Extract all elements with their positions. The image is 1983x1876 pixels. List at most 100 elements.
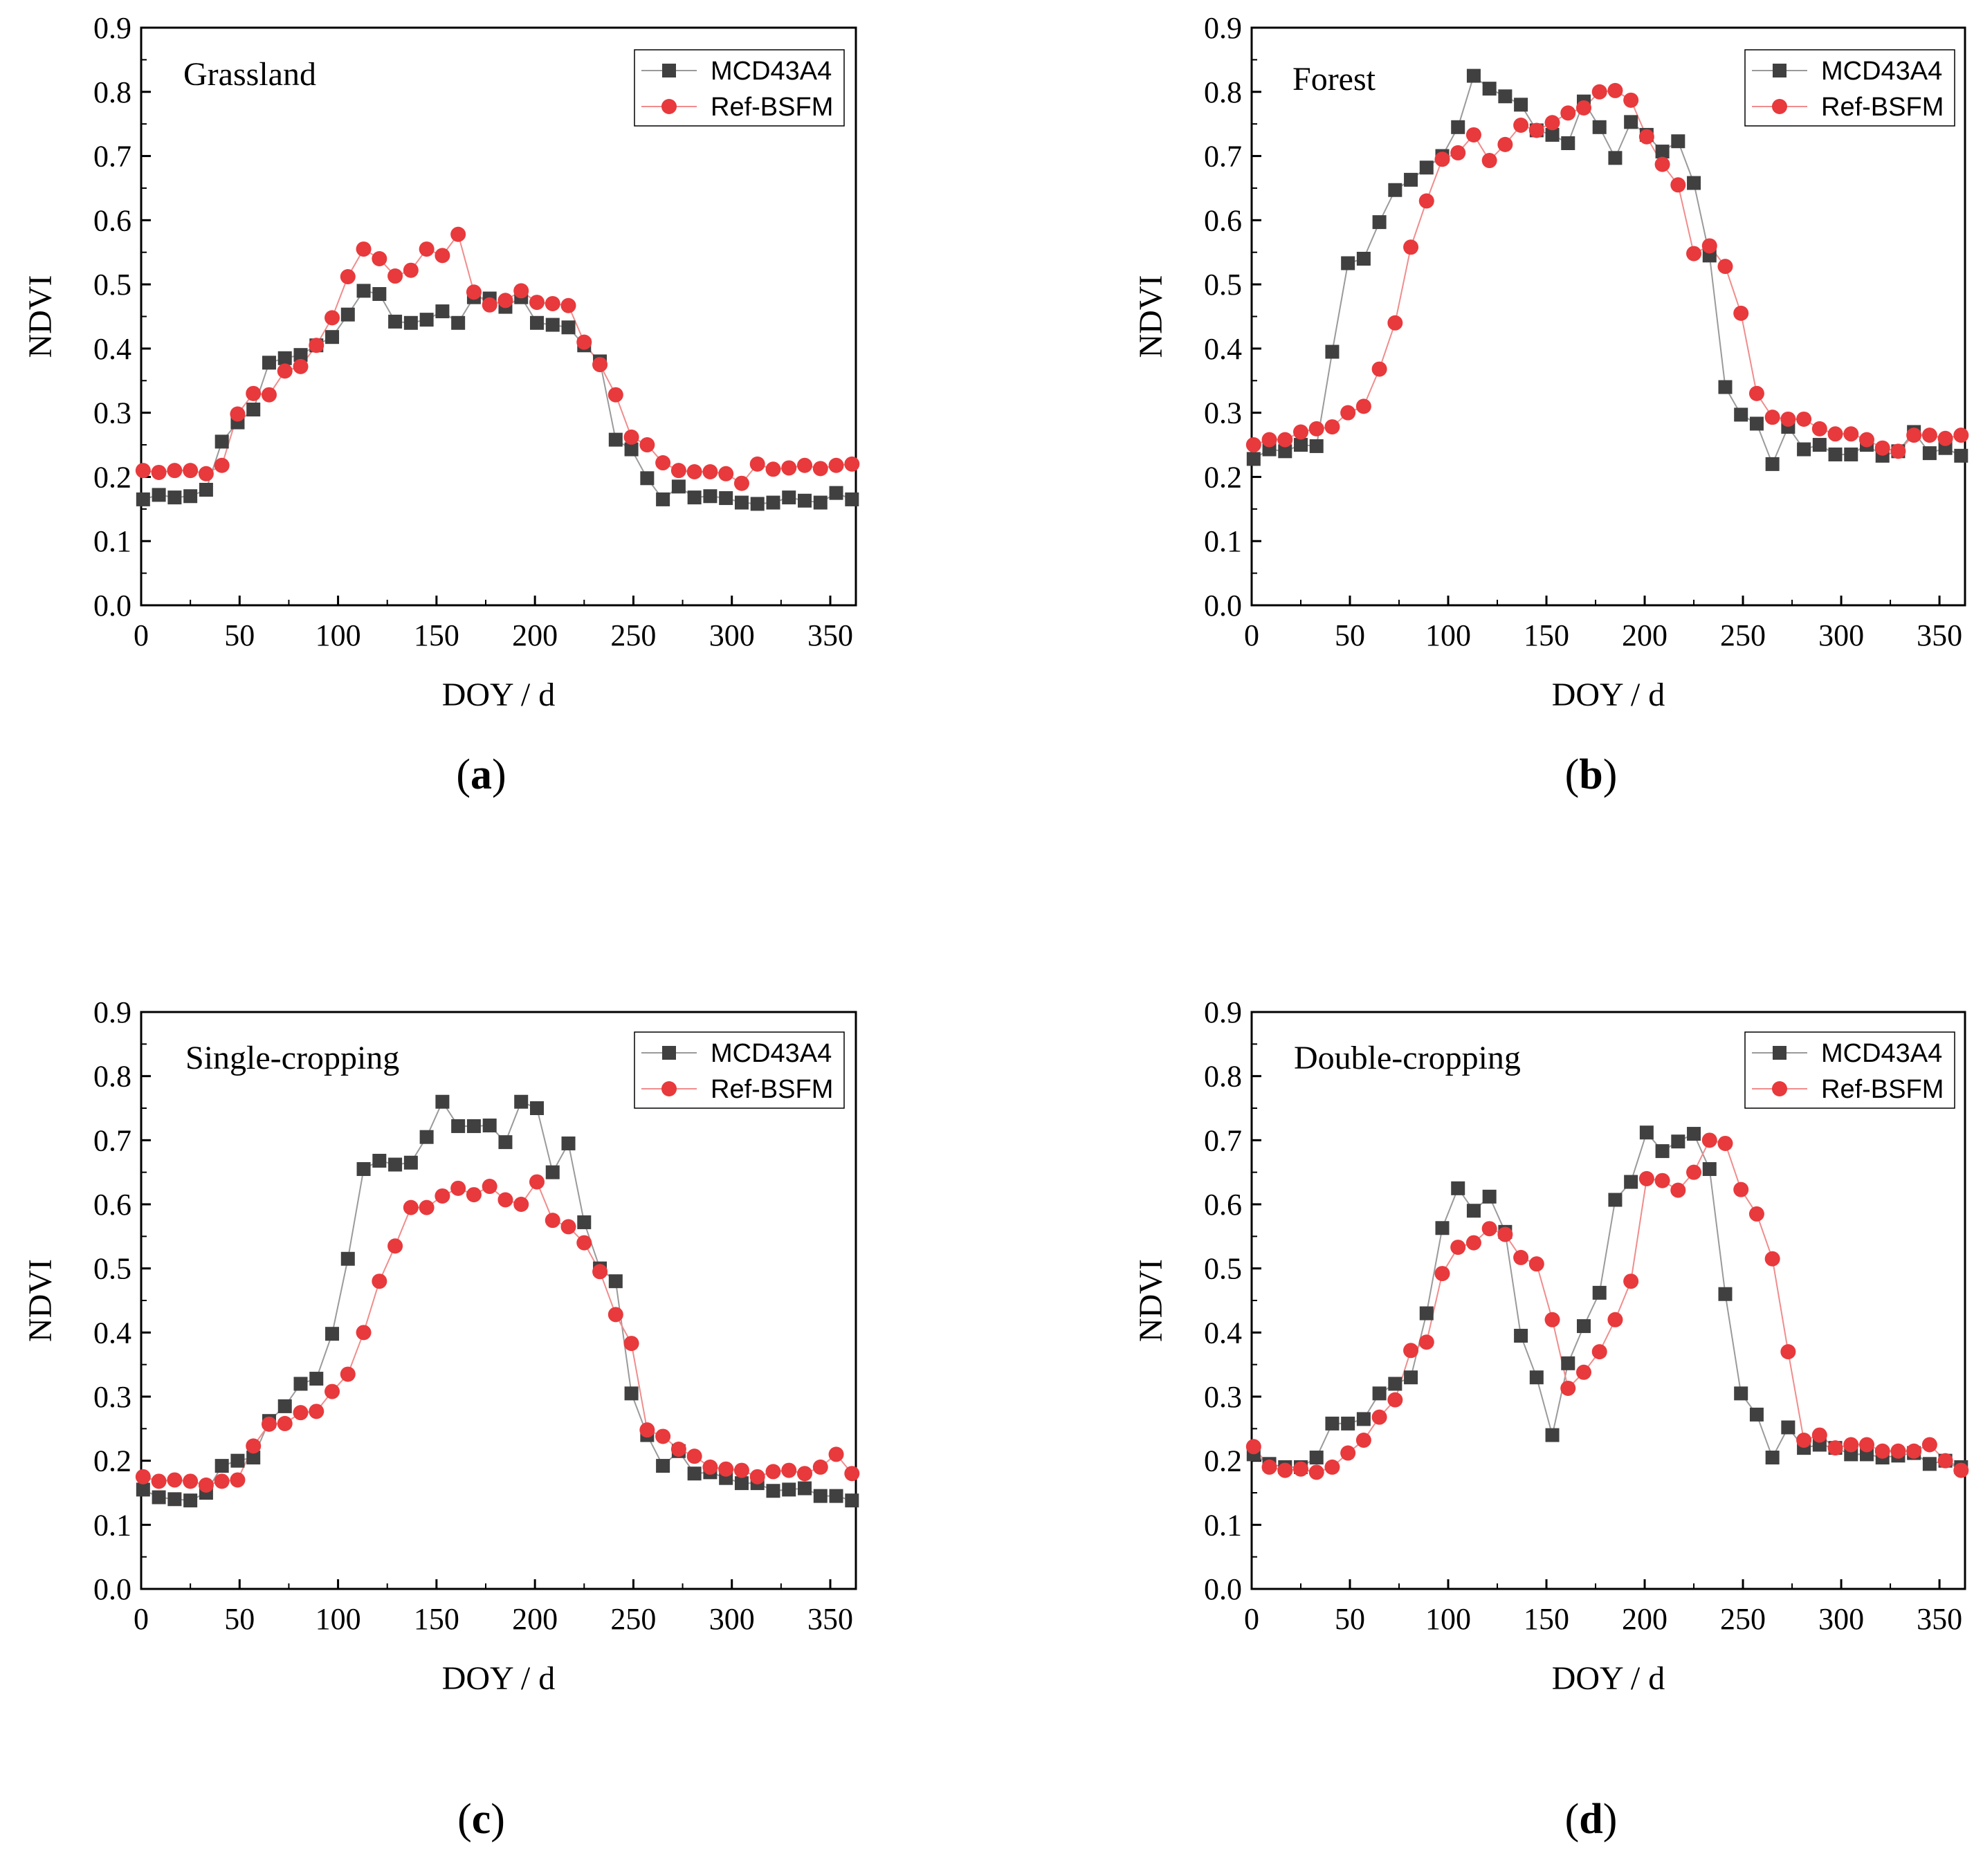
ref-bsfm-point bbox=[151, 1473, 167, 1489]
mcd43a4-point bbox=[451, 1119, 466, 1133]
mcd43a4-point bbox=[152, 1490, 166, 1505]
ref-bsfm-point bbox=[1465, 127, 1481, 142]
mcd43a4-point bbox=[309, 1372, 324, 1386]
ref-bsfm-point bbox=[1937, 430, 1953, 446]
mcd43a4-point bbox=[1922, 1457, 1937, 1471]
ref-bsfm-point bbox=[356, 1325, 372, 1341]
mcd43a4-point bbox=[1404, 1370, 1418, 1385]
ref-bsfm-point bbox=[293, 1405, 309, 1421]
y-tick-label: 0.3 bbox=[1204, 396, 1242, 430]
ref-bsfm-point bbox=[1733, 305, 1749, 321]
ref-bsfm-point bbox=[1575, 100, 1591, 116]
ref-bsfm-point bbox=[183, 463, 199, 479]
ref-bsfm-point bbox=[1906, 427, 1922, 443]
y-tick-label: 0.4 bbox=[93, 332, 131, 366]
mcd43a4-point bbox=[845, 492, 859, 506]
mcd43a4-point bbox=[1718, 1287, 1733, 1301]
mcd43a4-point bbox=[1482, 82, 1497, 96]
y-tick-label: 0.7 bbox=[93, 140, 131, 174]
ref-bsfm-point bbox=[560, 297, 576, 313]
mcd43a4-point bbox=[1655, 1144, 1670, 1159]
mcd43a4-point bbox=[1529, 1370, 1544, 1385]
ref-bsfm-point bbox=[1591, 84, 1607, 100]
y-tick-label: 0.7 bbox=[1204, 1123, 1242, 1157]
x-tick-label: 300 bbox=[709, 618, 755, 652]
chart-panel-c: 0.0 0.1 0.2 0.3 0.4 0.5 0.6 0.7 0.8 0.9 0 50 100 150 2… bbox=[22, 995, 860, 1843]
ref-bsfm-point bbox=[1607, 82, 1623, 98]
x-tick-label: 50 bbox=[1335, 618, 1365, 652]
mcd43a4-point bbox=[1388, 1377, 1402, 1391]
ref-bsfm-point bbox=[749, 456, 765, 472]
mcd43a4-point bbox=[813, 1489, 828, 1503]
ref-bsfm-point bbox=[1544, 115, 1560, 131]
ref-bsfm-point bbox=[513, 283, 529, 299]
legend-label-mcd43a4: MCD43A4 bbox=[711, 57, 832, 86]
mcd43a4-point bbox=[1608, 151, 1623, 165]
ref-bsfm-point bbox=[1827, 426, 1843, 442]
ref-bsfm-point bbox=[1607, 1312, 1623, 1327]
mcd43a4-point bbox=[577, 1215, 592, 1229]
y-tick-label: 0.9 bbox=[93, 995, 131, 1029]
series-line-mcd43a4 bbox=[1253, 1131, 1962, 1468]
land-cover-title: Grassland bbox=[183, 56, 316, 93]
legend-label-mcd43a4: MCD43A4 bbox=[711, 1039, 832, 1068]
y-tick-label: 0.1 bbox=[93, 524, 131, 558]
x-tick-label: 150 bbox=[414, 1602, 459, 1636]
ref-bsfm-point bbox=[1293, 424, 1309, 440]
y-tick-label: 0.4 bbox=[93, 1316, 131, 1350]
mcd43a4-point bbox=[1687, 176, 1701, 190]
ref-bsfm-point bbox=[1858, 432, 1874, 448]
mcd43a4-point bbox=[1372, 215, 1387, 230]
mcd43a4-point bbox=[293, 1377, 308, 1391]
x-tick-label: 0 bbox=[1244, 1602, 1259, 1636]
mcd43a4-point bbox=[829, 486, 843, 500]
series-line-ref-bsfm bbox=[143, 1180, 853, 1486]
ref-bsfm-point bbox=[702, 464, 718, 480]
ref-bsfm-point bbox=[797, 457, 813, 473]
mcd43a4-point bbox=[325, 1327, 340, 1341]
ref-bsfm-point bbox=[1371, 1409, 1387, 1425]
x-tick-label: 100 bbox=[1425, 618, 1471, 652]
mcd43a4-point bbox=[1639, 1125, 1654, 1140]
ref-bsfm-point bbox=[1890, 1443, 1906, 1459]
mcd43a4-point bbox=[1404, 172, 1418, 187]
x-tick-label: 300 bbox=[1818, 1602, 1864, 1636]
x-tick-label: 50 bbox=[1335, 1602, 1365, 1636]
mcd43a4-point bbox=[199, 483, 213, 497]
mcd43a4-point bbox=[1561, 1356, 1575, 1370]
y-axis-title: NDVI bbox=[1133, 1259, 1169, 1342]
mcd43a4-point bbox=[624, 442, 639, 457]
x-tick-label: 100 bbox=[316, 1602, 361, 1636]
ref-bsfm-point bbox=[1355, 398, 1371, 414]
mcd43a4-point bbox=[419, 1130, 434, 1144]
x-tick-label: 250 bbox=[1720, 618, 1766, 652]
series-line-ref-bsfm bbox=[143, 232, 852, 485]
mcd43a4-point bbox=[167, 490, 182, 505]
ref-bsfm-point bbox=[1654, 156, 1670, 172]
ref-bsfm-point bbox=[545, 295, 560, 311]
mcd43a4-point bbox=[1592, 1285, 1607, 1300]
legend-marker-mcd43a4 bbox=[1773, 64, 1786, 77]
ref-bsfm-point bbox=[812, 1459, 828, 1475]
ref-bsfm-point bbox=[387, 268, 403, 284]
mcd43a4-point bbox=[1624, 1175, 1638, 1189]
mcd43a4-point bbox=[529, 1101, 544, 1115]
mcd43a4-point bbox=[466, 1119, 481, 1133]
mcd43a4-point bbox=[1514, 98, 1528, 112]
ref-bsfm-point bbox=[1465, 1235, 1481, 1251]
mcd43a4-point bbox=[1687, 1127, 1701, 1141]
mcd43a4-point bbox=[656, 1459, 670, 1473]
mcd43a4-point bbox=[1812, 438, 1827, 452]
ref-bsfm-point bbox=[1497, 1226, 1513, 1242]
legend-marker-ref-bsfm bbox=[1772, 99, 1787, 114]
panel-letter: a bbox=[470, 751, 492, 798]
mcd43a4-point bbox=[1325, 1416, 1340, 1431]
ref-bsfm-point bbox=[372, 251, 387, 266]
ref-bsfm-point bbox=[1450, 1240, 1466, 1256]
ref-bsfm-point bbox=[246, 1438, 262, 1454]
mcd43a4-point bbox=[1749, 1407, 1764, 1422]
mcd43a4-point bbox=[703, 489, 718, 504]
ref-bsfm-point bbox=[135, 463, 151, 479]
ref-bsfm-point bbox=[529, 1174, 545, 1190]
ref-bsfm-point bbox=[1686, 1164, 1702, 1180]
